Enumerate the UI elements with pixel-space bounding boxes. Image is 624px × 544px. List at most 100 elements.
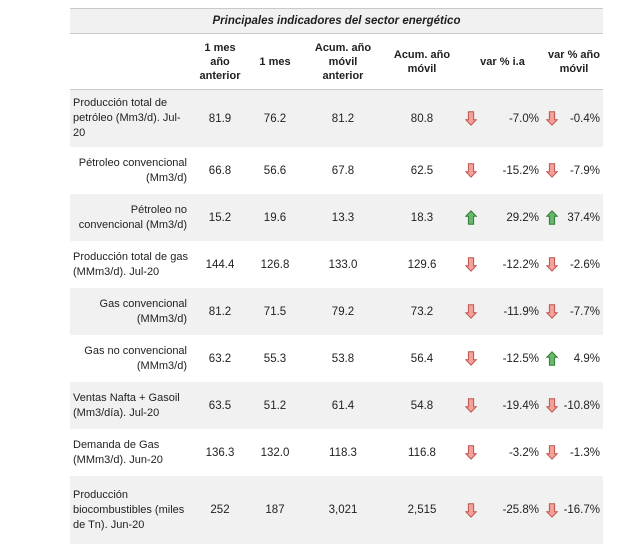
row-label: Pétroleo convencional (Mm3/d) — [78, 156, 187, 184]
value-acum-movil-anterior: 118.3 — [329, 446, 357, 459]
value-acum-movil: 56.4 — [410, 352, 434, 365]
var-ia-cell: -25.8% — [460, 476, 545, 544]
table-row: Pétroleo convencional (Mm3/d) 66.8 56.6 … — [70, 147, 603, 194]
col-header-var-ano-movil: var % año móvil — [548, 48, 600, 75]
var-ano-movil-value: -1.3% — [569, 446, 600, 459]
up-arrow-icon — [546, 351, 558, 366]
row-label: Producción biocombustibles (miles de Tn)… — [73, 488, 185, 531]
table-row: Pétroleo no convencional (Mm3/d) 15.2 19… — [70, 194, 603, 241]
table-row: Ventas Nafta + Gasoil (Mm3/día). Jul-20 … — [70, 382, 603, 429]
var-ia-value: -12.5% — [502, 352, 539, 365]
col-header-acum-movil: Acum. año móvil — [393, 48, 451, 75]
down-arrow-icon — [546, 398, 558, 413]
value-1mes-ano-anterior: 63.2 — [208, 352, 232, 365]
row-label: Ventas Nafta + Gasoil (Mm3/día). Jul-20 — [73, 391, 180, 419]
value-acum-movil: 54.8 — [410, 399, 434, 412]
up-arrow-icon — [465, 210, 477, 225]
var-ia-cell: -12.2% — [460, 241, 545, 288]
down-arrow-icon — [465, 502, 477, 518]
var-ia-value: -11.9% — [503, 305, 539, 318]
table-row: Demanda de Gas (MMm3/d). Jun-20 136.3 13… — [70, 429, 603, 476]
value-1mes-ano-anterior: 63.5 — [208, 399, 232, 412]
down-arrow-icon — [546, 111, 558, 126]
var-ia-value: -3.2% — [508, 446, 539, 459]
var-ia-cell: -12.5% — [460, 335, 545, 382]
down-arrow-icon — [546, 502, 558, 518]
row-label: Gas convencional (MMm3/d) — [99, 297, 187, 325]
table-header-row: 1 mes año anterior 1 mes Acum. año móvil… — [70, 34, 603, 90]
table-row: Producción total de gas (MMm3/d). Jul-20… — [70, 241, 603, 288]
down-arrow-icon — [465, 351, 477, 366]
var-ia-value: -25.8% — [502, 504, 539, 516]
var-ano-movil-value: -10.8% — [563, 399, 600, 412]
row-label: Gas no convencional (MMm3/d) — [84, 344, 187, 372]
var-ano-movil-cell: 4.9% — [545, 335, 603, 382]
value-acum-movil-anterior: 133.0 — [328, 258, 358, 271]
var-ia-cell: -7.0% — [460, 90, 545, 147]
down-arrow-icon — [465, 398, 477, 413]
value-1mes-ano-anterior: 15.2 — [208, 211, 232, 224]
value-acum-movil: 116.8 — [408, 446, 436, 459]
value-1mes: 187 — [265, 504, 285, 516]
value-acum-movil-anterior: 61.4 — [331, 399, 355, 412]
var-ia-cell: -11.9% — [460, 288, 545, 335]
var-ia-value: -15.2% — [502, 164, 539, 177]
value-1mes-ano-anterior: 144.4 — [205, 258, 235, 271]
down-arrow-icon — [465, 257, 477, 272]
down-arrow-icon — [465, 163, 477, 178]
table-row: Producción biocombustibles (miles de Tn)… — [70, 476, 603, 544]
value-1mes-ano-anterior: 81.9 — [208, 112, 232, 125]
value-1mes: 71.5 — [263, 305, 287, 318]
var-ano-movil-value: -2.6% — [569, 258, 600, 271]
value-acum-movil: 80.8 — [410, 112, 434, 125]
var-ano-movil-value: -7.9% — [569, 164, 600, 177]
var-ano-movil-value: 4.9% — [573, 352, 600, 365]
col-header-var-ia: var % i.a — [480, 55, 525, 68]
value-acum-movil-anterior: 79.2 — [331, 305, 355, 318]
var-ano-movil-cell: -16.7% — [545, 476, 603, 544]
up-arrow-icon — [546, 210, 558, 225]
down-arrow-icon — [546, 163, 558, 178]
value-acum-movil-anterior: 13.3 — [331, 211, 355, 224]
var-ano-movil-cell: -10.8% — [545, 382, 603, 429]
var-ano-movil-cell: 37.4% — [545, 194, 603, 241]
var-ia-cell: 29.2% — [460, 194, 545, 241]
row-label: Producción total de gas (MMm3/d). Jul-20 — [73, 250, 188, 278]
value-1mes-ano-anterior: 66.8 — [208, 164, 232, 177]
var-ano-movil-value: -7.7% — [569, 305, 600, 318]
table-title: Principales indicadores del sector energ… — [70, 8, 603, 34]
var-ano-movil-cell: -2.6% — [545, 241, 603, 288]
col-header-1mes: 1 mes — [259, 55, 291, 68]
value-1mes-ano-anterior: 81.2 — [208, 305, 232, 318]
header-indicator-spacer — [70, 34, 192, 89]
var-ia-value: 29.2% — [506, 211, 539, 224]
col-header-1mes-ano-anterior: 1 mes año anterior — [199, 41, 241, 82]
value-acum-movil: 18.3 — [410, 211, 434, 224]
table-body: Producción total de petróleo (Mm3/d). Ju… — [70, 90, 603, 544]
down-arrow-icon — [465, 304, 477, 319]
down-arrow-icon — [546, 257, 558, 272]
value-acum-movil-anterior: 3,021 — [328, 504, 358, 516]
var-ano-movil-cell: -7.9% — [545, 147, 603, 194]
down-arrow-icon — [465, 111, 477, 126]
table-row: Producción total de petróleo (Mm3/d). Ju… — [70, 90, 603, 147]
var-ano-movil-cell: -7.7% — [545, 288, 603, 335]
value-1mes: 51.2 — [263, 399, 287, 412]
down-arrow-icon — [465, 445, 477, 460]
var-ia-cell: -19.4% — [460, 382, 545, 429]
var-ia-cell: -3.2% — [460, 429, 545, 476]
value-1mes-ano-anterior: 136.3 — [205, 446, 235, 459]
value-acum-movil: 129.6 — [407, 258, 437, 271]
value-1mes: 76.2 — [263, 112, 287, 125]
value-1mes: 126.8 — [260, 258, 290, 271]
value-acum-movil-anterior: 81.2 — [331, 112, 355, 125]
col-header-acum-movil-anterior: Acum. año móvil anterior — [314, 41, 372, 82]
var-ia-value: -12.2% — [502, 258, 539, 271]
value-acum-movil: 62.5 — [410, 164, 434, 177]
row-label: Producción total de petróleo (Mm3/d). Ju… — [73, 97, 181, 139]
var-ano-movil-value: 37.4% — [567, 211, 600, 224]
table-row: Gas convencional (MMm3/d) 81.2 71.5 79.2… — [70, 288, 603, 335]
table-row: Gas no convencional (MMm3/d) 63.2 55.3 5… — [70, 335, 603, 382]
var-ano-movil-value: -16.7% — [563, 504, 600, 516]
value-acum-movil-anterior: 67.8 — [331, 164, 355, 177]
